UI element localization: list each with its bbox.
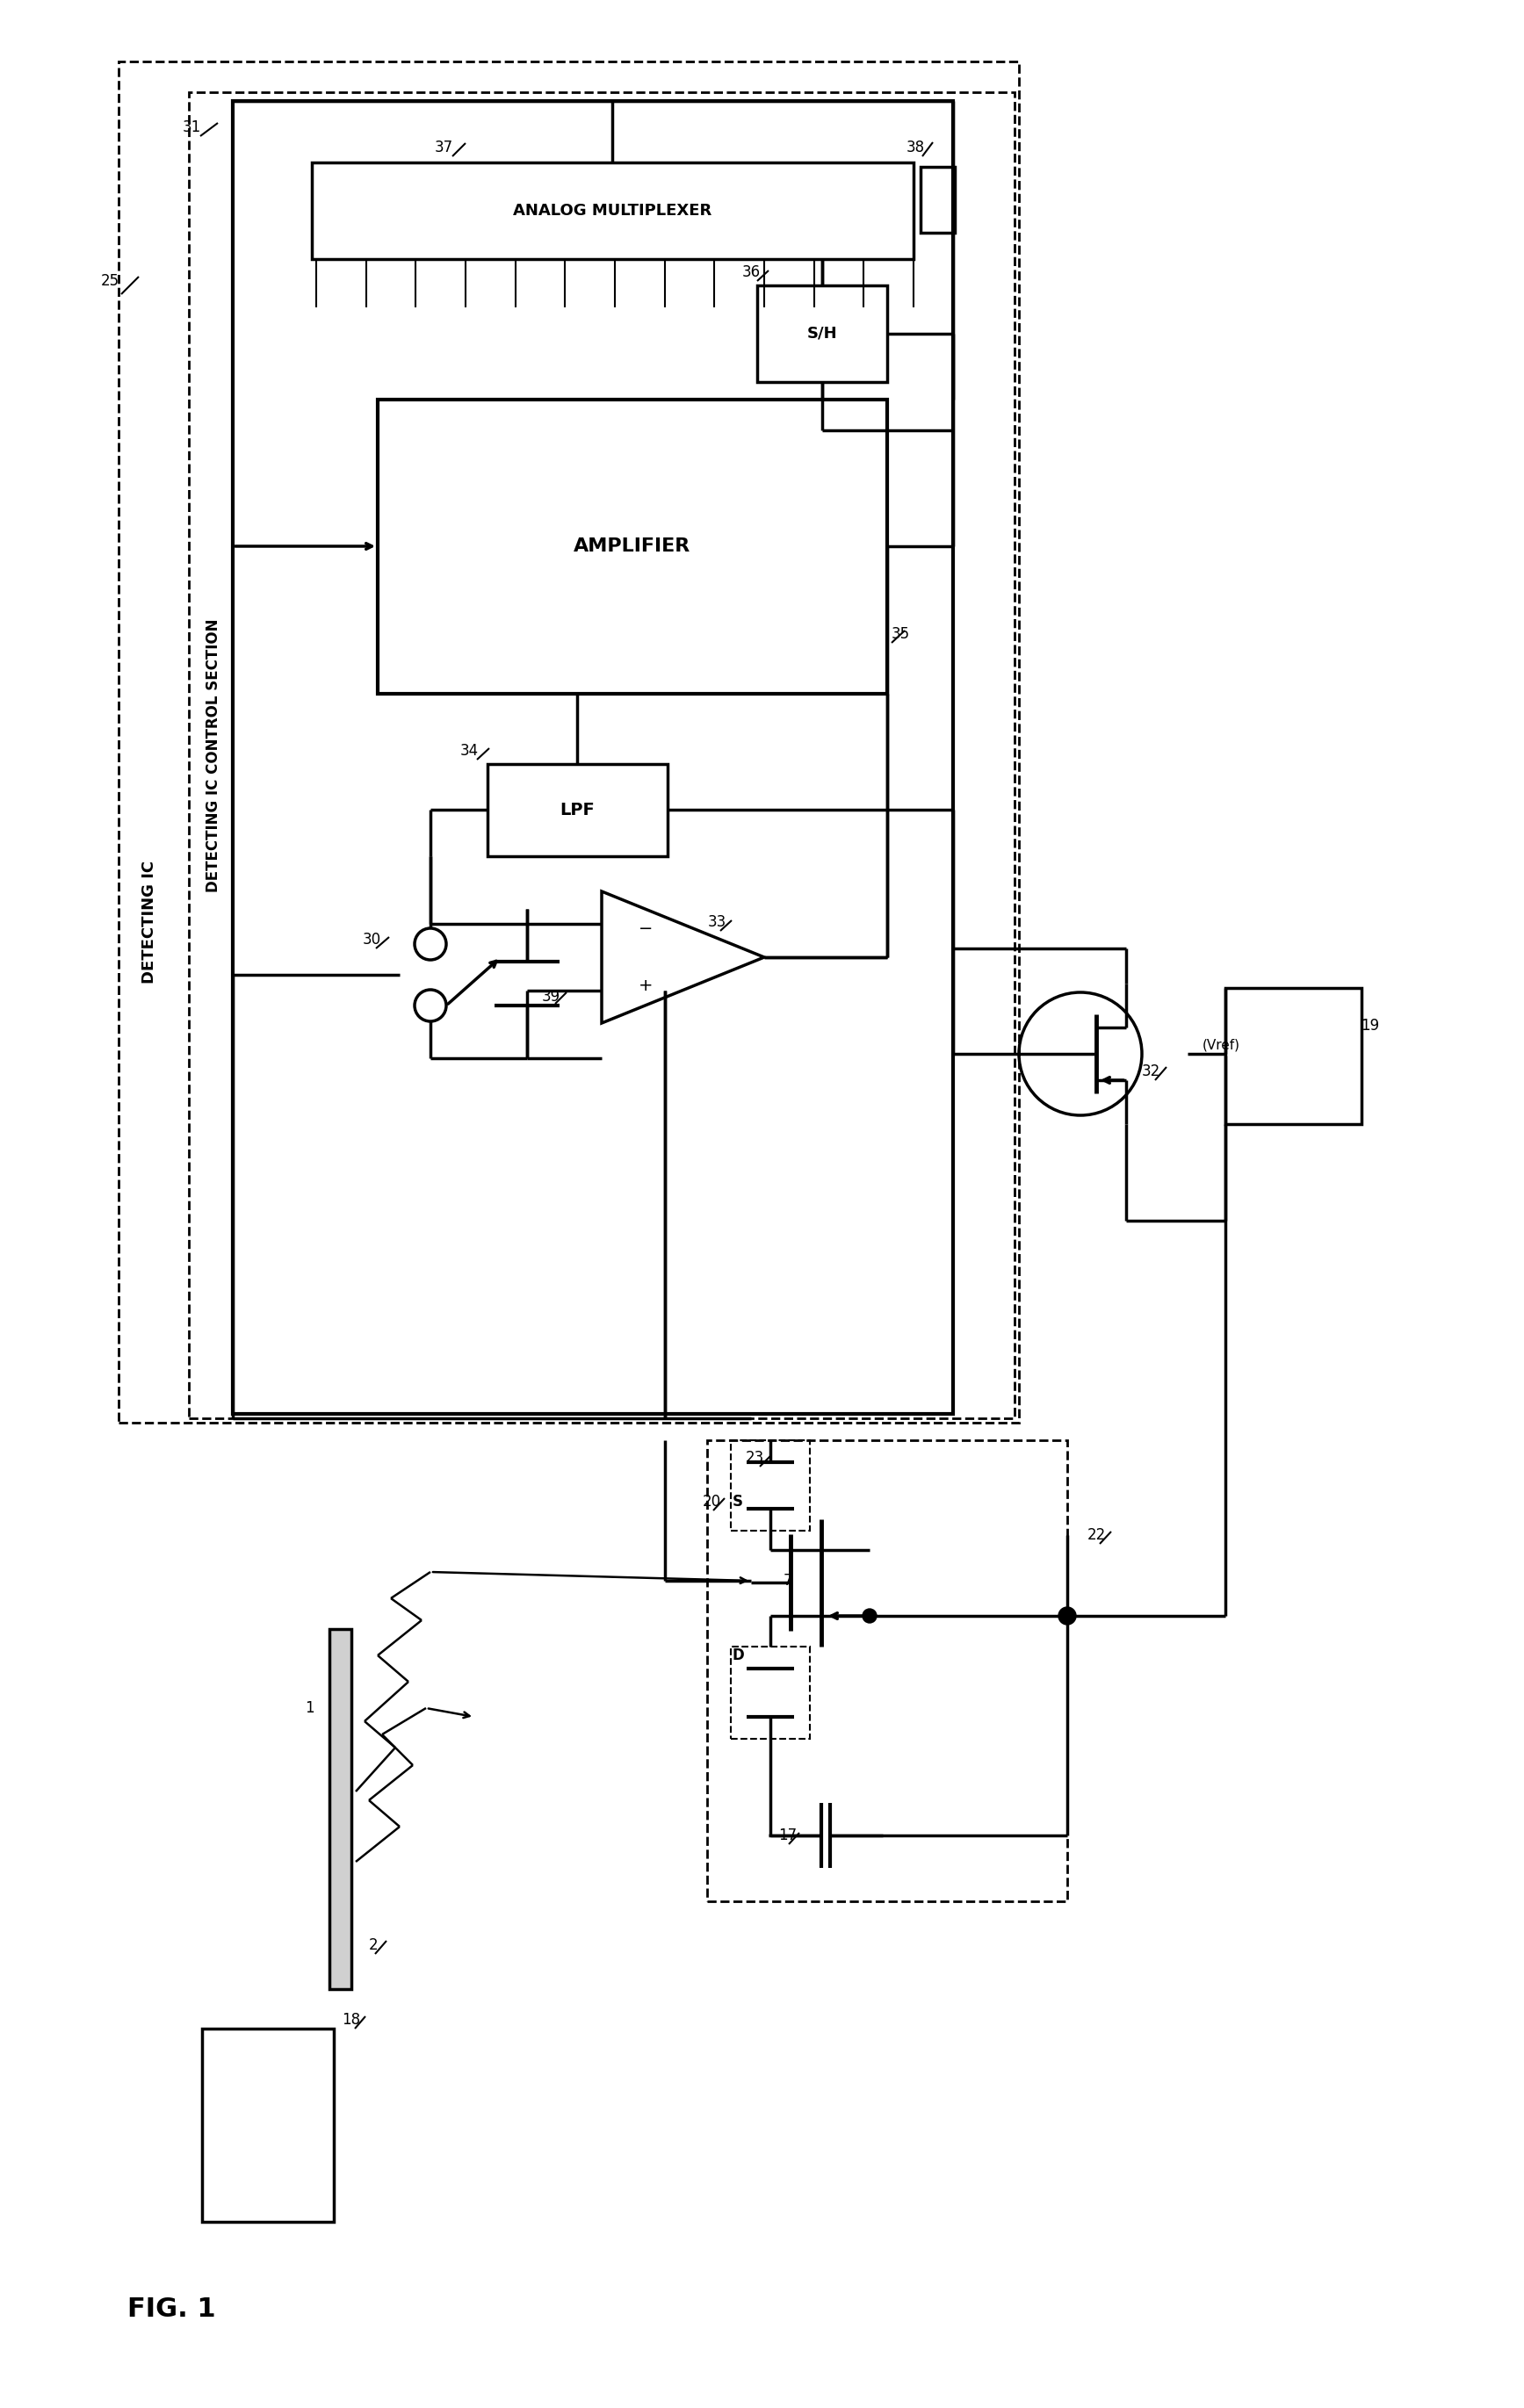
Circle shape <box>863 1609 876 1623</box>
Text: 25: 25 <box>101 272 119 289</box>
Text: 22: 22 <box>1087 1527 1105 1544</box>
Bar <box>920 166 956 234</box>
Text: 38: 38 <box>905 140 925 157</box>
Text: 37: 37 <box>434 140 453 157</box>
Bar <box>732 1647 809 1739</box>
Text: 7: 7 <box>783 1572 792 1589</box>
Text: DETECTING IC CONTROL SECTION: DETECTING IC CONTROL SECTION <box>206 619 221 891</box>
Text: 31: 31 <box>183 120 201 135</box>
Text: LPF: LPF <box>559 802 594 819</box>
Text: AMPLIFIER: AMPLIFIER <box>575 537 690 554</box>
Bar <box>189 92 1015 1418</box>
Text: 1: 1 <box>305 1700 314 1717</box>
Text: 20: 20 <box>703 1493 721 1510</box>
Text: FIG. 1: FIG. 1 <box>128 2297 216 2321</box>
Text: 32: 32 <box>1141 1064 1160 1079</box>
Text: 2: 2 <box>369 1938 378 1953</box>
Bar <box>488 763 668 857</box>
Bar <box>203 2028 334 2223</box>
Text: S/H: S/H <box>808 325 837 342</box>
Text: 19: 19 <box>1361 1019 1379 1033</box>
Bar <box>378 400 887 694</box>
Text: +: + <box>639 978 652 995</box>
Text: 17: 17 <box>779 1828 797 1842</box>
Text: DETECTING IC: DETECTING IC <box>142 860 157 982</box>
Bar <box>732 1440 809 1531</box>
Text: 30: 30 <box>363 932 381 949</box>
Text: −: − <box>639 920 652 937</box>
Text: 35: 35 <box>892 626 910 643</box>
Bar <box>1225 987 1361 1125</box>
Bar <box>119 63 1020 1423</box>
Bar <box>233 101 952 1413</box>
Text: 36: 36 <box>742 265 760 279</box>
Bar <box>329 1630 352 1989</box>
Text: ANALOG MULTIPLEXER: ANALOG MULTIPLEXER <box>514 202 712 219</box>
Text: 33: 33 <box>707 915 725 929</box>
Text: 34: 34 <box>460 744 479 759</box>
Bar <box>707 1440 1067 1902</box>
Text: 23: 23 <box>745 1450 764 1466</box>
Text: 39: 39 <box>541 990 559 1004</box>
Text: (Vref): (Vref) <box>1202 1038 1241 1052</box>
Bar <box>757 287 887 383</box>
Text: S: S <box>733 1493 744 1510</box>
Text: D: D <box>732 1647 744 1664</box>
Text: 18: 18 <box>341 2013 361 2028</box>
Circle shape <box>1059 1606 1076 1625</box>
Bar <box>312 161 913 260</box>
